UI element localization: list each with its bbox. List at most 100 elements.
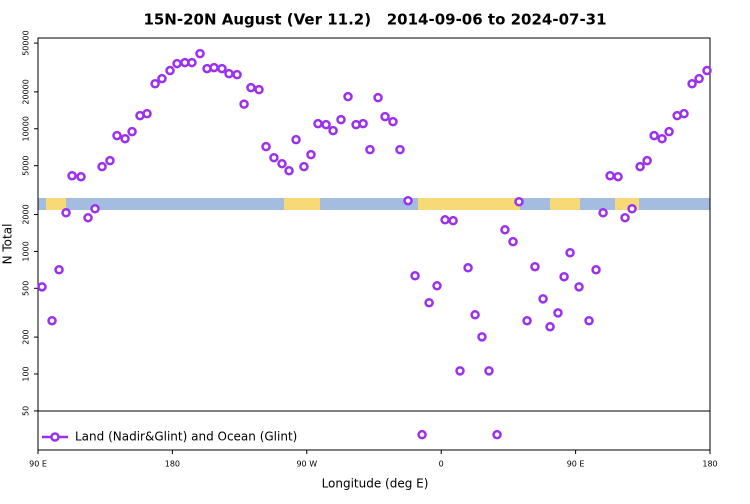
data-point	[217, 63, 227, 74]
data-point	[598, 208, 608, 218]
data-point	[477, 332, 487, 342]
y-tick-label: 100	[22, 366, 31, 381]
y-axis-label: N Total	[1, 224, 15, 265]
data-point	[373, 92, 383, 103]
data-point	[358, 118, 368, 129]
data-point	[627, 203, 637, 214]
x-tick-label: 180	[165, 460, 180, 469]
data-point	[313, 118, 323, 129]
data-point	[424, 298, 434, 308]
y-tick-label: 200	[22, 329, 31, 344]
y-tick-label: 20000	[22, 79, 31, 104]
data-point	[120, 133, 130, 144]
data-point	[492, 429, 502, 440]
land-patch	[46, 198, 66, 210]
data-point	[209, 62, 219, 73]
data-point	[679, 108, 689, 119]
data-point	[403, 195, 413, 206]
data-point	[613, 171, 623, 182]
x-axis-label: Longitude (deg E)	[322, 477, 429, 491]
data-point	[284, 165, 294, 176]
land-patch	[284, 198, 320, 210]
data-point	[380, 111, 390, 122]
data-point	[37, 282, 47, 292]
data-point	[649, 130, 659, 141]
land-patch	[550, 198, 580, 210]
data-point	[574, 282, 584, 292]
data-point	[239, 99, 249, 109]
land-patch	[418, 198, 520, 210]
data-point	[687, 78, 697, 89]
y-tick-label: 50000	[22, 30, 31, 55]
x-tick-label: 180	[702, 460, 717, 469]
data-point	[328, 125, 338, 136]
data-point	[545, 321, 555, 332]
data-point	[410, 270, 420, 281]
data-point	[195, 48, 205, 59]
data-point	[321, 119, 331, 130]
x-tick-label: 90 W	[296, 460, 317, 469]
data-point	[455, 366, 465, 376]
data-point	[591, 265, 601, 275]
data-point	[702, 65, 712, 76]
data-point	[565, 247, 575, 258]
y-tick-label: 50	[22, 406, 31, 416]
data-point	[54, 265, 64, 275]
y-tick-label: 500	[22, 281, 31, 296]
data-point	[261, 141, 271, 152]
data-point	[514, 197, 524, 207]
y-tick-label: 5000	[22, 156, 31, 176]
data-point	[83, 212, 93, 223]
data-point	[432, 281, 442, 291]
data-point	[395, 144, 405, 155]
data-point	[448, 215, 458, 226]
data-point	[440, 215, 450, 225]
data-point	[553, 308, 563, 318]
data-point	[97, 161, 107, 172]
data-point	[269, 152, 279, 163]
data-point	[388, 116, 398, 127]
data-point	[232, 69, 242, 80]
land-ocean-band	[38, 198, 710, 210]
data-point	[500, 225, 510, 235]
data-point	[127, 126, 137, 137]
data-point	[165, 65, 175, 76]
y-tick-label: 2000	[22, 204, 31, 224]
data-point	[142, 108, 152, 119]
data-point	[365, 144, 375, 155]
data-point	[463, 263, 473, 273]
data-point	[157, 73, 167, 84]
data-point	[172, 58, 182, 69]
data-point	[470, 310, 480, 320]
data-point	[187, 57, 197, 68]
data-point	[105, 155, 115, 166]
data-point	[246, 82, 256, 93]
data-point	[47, 315, 57, 326]
data-point	[530, 261, 540, 272]
data-point	[112, 130, 122, 141]
legend-label: Land (Nadir&Glint) and Ocean (Glint)	[75, 430, 297, 444]
data-point	[584, 315, 594, 326]
ocean-strip	[38, 198, 710, 210]
data-point	[417, 429, 427, 440]
data-point	[336, 114, 346, 125]
data-point	[642, 155, 652, 166]
data-point	[664, 126, 674, 137]
data-point	[508, 236, 518, 247]
data-point	[605, 170, 615, 181]
data-point	[61, 208, 71, 218]
data-point	[254, 84, 264, 95]
data-point	[299, 161, 309, 172]
data-point	[635, 161, 645, 172]
data-point	[277, 158, 287, 169]
plot-frame	[37, 37, 711, 451]
legend-marker	[50, 432, 60, 442]
data-point	[657, 133, 667, 144]
x-tick-label: 0	[439, 460, 444, 469]
data-point	[224, 68, 234, 79]
x-tick-label: 90 E	[29, 460, 47, 469]
y-tick-label: 1000	[22, 241, 31, 261]
data-point	[694, 73, 704, 84]
data-point	[538, 294, 548, 304]
